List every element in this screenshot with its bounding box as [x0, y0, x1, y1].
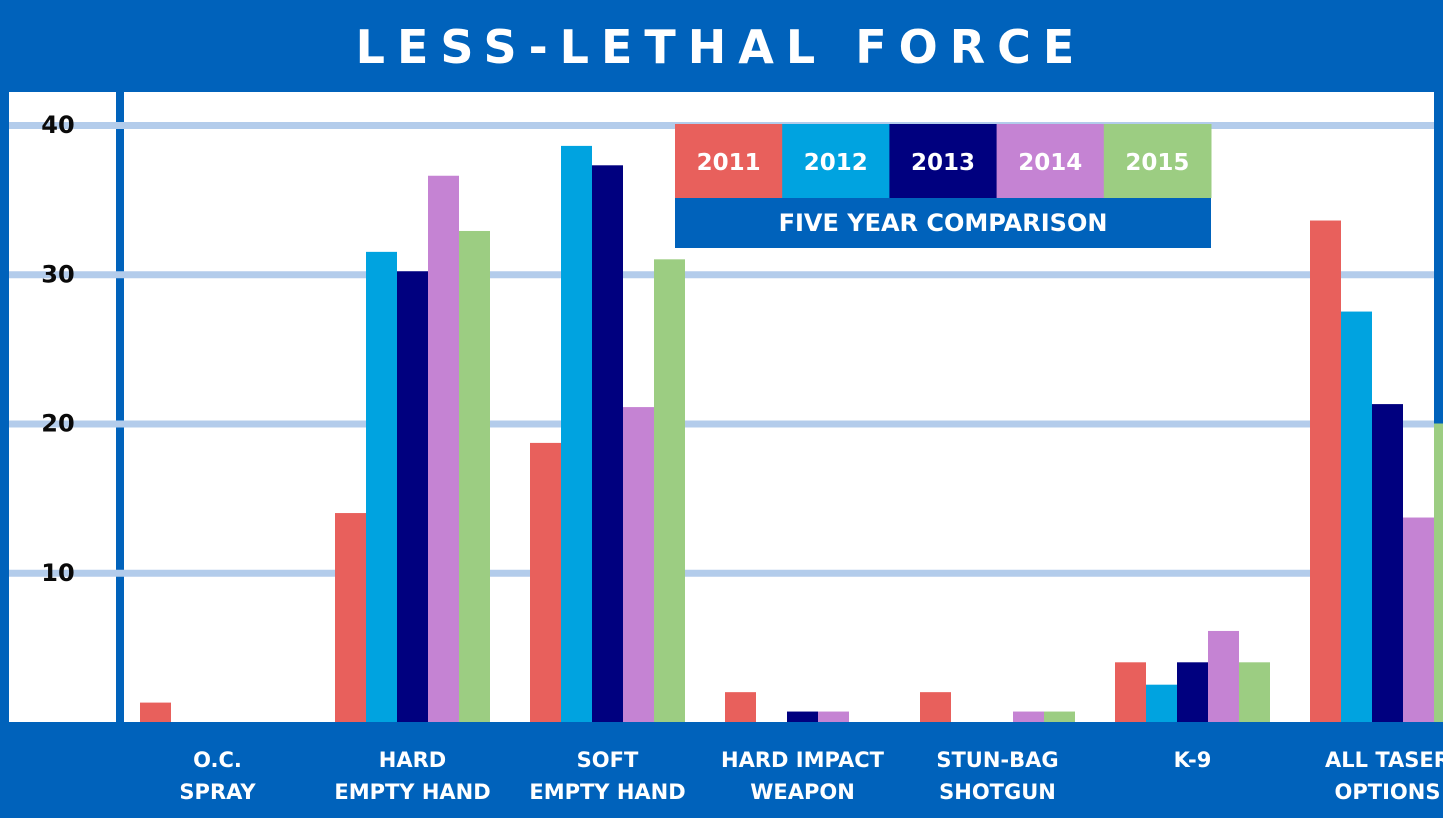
- bar-2012-5: [1146, 684, 1177, 722]
- bar-2015-6: [1434, 423, 1443, 722]
- legend-title: FIVE YEAR COMPARISON: [779, 209, 1108, 237]
- bar-2013-2: [592, 165, 623, 723]
- y-tick-20: 20: [41, 410, 74, 438]
- bar-2015-1: [459, 230, 490, 722]
- y-tick-labels: 10 20 30 40: [41, 111, 74, 587]
- bar-2011-0: [140, 702, 171, 722]
- bar-2011-6: [1310, 220, 1341, 722]
- gridline-10: [9, 569, 1434, 577]
- bar-2011-5: [1115, 662, 1146, 722]
- bar-2011-3: [725, 692, 756, 722]
- x-tick-label-6-1: OPTIONS: [1335, 780, 1441, 804]
- bar-2012-2: [561, 145, 592, 722]
- x-tick-label-3-1: WEAPON: [750, 780, 855, 804]
- legend-label-2011: 2011: [697, 150, 761, 176]
- x-tick-label-0-0: O.C.: [193, 748, 242, 772]
- legend-swatch-2015: [1103, 124, 1212, 198]
- x-tick-label-3-0: HARD IMPACT: [721, 748, 885, 772]
- x-tick-labels: O.C. SPRAY HARD EMPTY HAND SOFT EMPTY HAND HAR…: [179, 748, 1443, 804]
- bar-2011-4: [920, 692, 951, 722]
- x-tick-label-1-1: EMPTY HAND: [334, 780, 490, 804]
- legend-label-2014: 2014: [1018, 150, 1082, 176]
- legend-label-2013: 2013: [911, 150, 975, 176]
- legend: 2011 2012 2013 2014 2015 FIVE YEAR COMPARISO…: [675, 124, 1212, 248]
- y-tick-10: 10: [41, 559, 74, 587]
- y-tick-40: 40: [41, 111, 74, 139]
- bar-2014-6: [1403, 517, 1434, 722]
- bars: [140, 145, 1443, 723]
- legend-swatch-2011: [675, 124, 783, 198]
- y-tick-30: 30: [41, 260, 74, 288]
- bar-2013-1: [397, 271, 428, 722]
- bar-2015-2: [654, 259, 685, 722]
- x-tick-label-2-1: EMPTY HAND: [529, 780, 685, 804]
- y-axis-panel: [9, 92, 116, 722]
- legend-label-2015: 2015: [1125, 150, 1189, 176]
- x-tick-label-2-0: SOFT: [577, 748, 639, 772]
- bar-2014-1: [428, 175, 459, 722]
- bar-2015-5: [1239, 662, 1270, 722]
- chart-title: LESS-LETHAL FORCE: [356, 20, 1087, 74]
- x-tick-label-1-0: HARD: [379, 748, 446, 772]
- bar-2013-3: [787, 711, 818, 722]
- bar-2011-1: [335, 513, 366, 722]
- x-tick-label-5-0: K-9: [1174, 748, 1212, 772]
- legend-title-bar: [675, 198, 1211, 248]
- bar-2013-5: [1177, 662, 1208, 722]
- legend-swatch-2012: [782, 124, 890, 198]
- legend-label-2012: 2012: [804, 150, 868, 176]
- bar-2014-3: [818, 711, 849, 722]
- bar-2014-5: [1208, 630, 1239, 722]
- gridline-30: [9, 271, 1434, 279]
- legend-swatch-2014: [996, 124, 1105, 198]
- x-tick-label-4-0: STUN-BAG: [936, 748, 1058, 772]
- bar-2013-6: [1372, 404, 1403, 722]
- x-tick-label-0-1: SPRAY: [179, 780, 256, 804]
- bar-2011-2: [530, 442, 561, 722]
- x-tick-label-6-0: ALL TASER: [1325, 748, 1443, 772]
- x-tick-label-4-1: SHOTGUN: [939, 780, 1056, 804]
- bar-2014-4: [1013, 711, 1044, 722]
- gridline-20: [9, 420, 1434, 428]
- bar-2012-1: [366, 251, 397, 723]
- bar-2014-2: [623, 407, 654, 722]
- legend-swatch-2013: [889, 124, 998, 198]
- bar-2012-6: [1341, 311, 1372, 722]
- bar-2015-4: [1044, 711, 1075, 722]
